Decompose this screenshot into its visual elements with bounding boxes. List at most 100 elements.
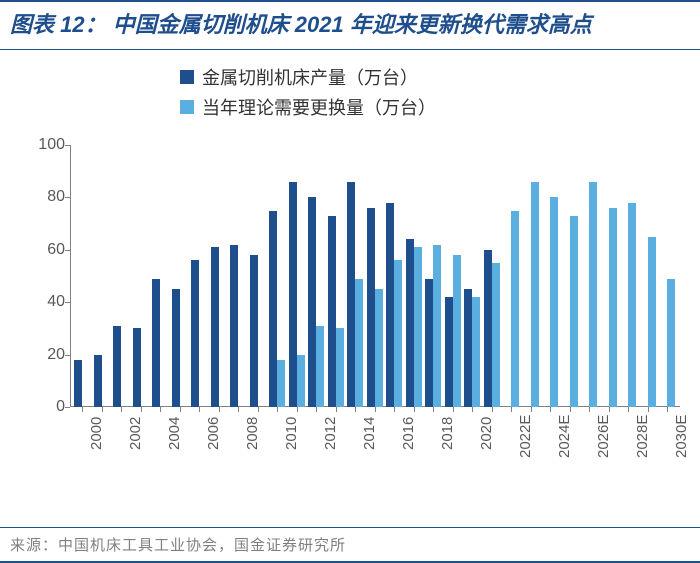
x-tick-label: 2010 (283, 417, 300, 450)
bar-series2 (589, 182, 597, 407)
bar-series1 (308, 197, 316, 407)
bar-series2 (648, 237, 656, 407)
x-tick-label: 2022E (517, 415, 534, 458)
y-tick-label: 20 (30, 346, 65, 364)
bar-series2 (355, 279, 363, 407)
bar-series2 (511, 211, 519, 408)
source-block: 来源：中国机床工具工业协会，国金证券研究所 (0, 527, 700, 563)
x-tick-mark (355, 407, 356, 412)
bar-series2 (336, 328, 344, 407)
legend-swatch (180, 100, 194, 114)
x-tick-mark (82, 407, 83, 412)
bar-series2 (667, 279, 675, 407)
x-tick-label: 2000 (88, 417, 105, 450)
y-tick-label: 40 (30, 293, 65, 311)
bar-series1 (367, 208, 375, 407)
bar-series1 (347, 182, 355, 407)
y-tick-label: 0 (30, 398, 65, 416)
x-tick-label: 2004 (166, 417, 183, 450)
x-tick-mark (472, 407, 473, 412)
y-tick-mark (65, 407, 70, 408)
bar-series2 (472, 297, 480, 407)
bar-series2 (570, 216, 578, 407)
x-tick-label: 2002 (127, 417, 144, 450)
bar-series2 (375, 289, 383, 407)
y-tick-label: 60 (30, 241, 65, 259)
legend-label: 金属切削机床产量（万台） (202, 64, 418, 90)
x-tick-label: 2014 (361, 417, 378, 450)
bar-series2 (453, 255, 461, 407)
y-tick-label: 100 (30, 136, 65, 154)
x-tick-mark (648, 407, 649, 412)
chart-area: 金属切削机床产量（万台） 当年理论需要更换量（万台） 020406080100 2… (0, 50, 700, 480)
legend-item: 当年理论需要更换量（万台） (180, 94, 436, 120)
bar-series1 (94, 355, 102, 407)
x-tick-mark (667, 407, 668, 412)
x-tick-mark (199, 407, 200, 412)
x-tick-mark (375, 407, 376, 412)
bar-series2 (531, 182, 539, 407)
bar-series1 (269, 211, 277, 408)
bar-series2 (277, 360, 285, 407)
x-tick-mark (102, 407, 103, 412)
x-tick-mark (453, 407, 454, 412)
bar-series2 (609, 208, 617, 407)
bar-series1 (172, 289, 180, 407)
x-tick-mark (492, 407, 493, 412)
x-tick-mark (550, 407, 551, 412)
source-text: 来源：中国机床工具工业协会，国金证券研究所 (10, 534, 690, 555)
x-tick-label: 2028E (634, 415, 651, 458)
bar-series2 (433, 245, 441, 407)
x-axis-labels: 2000 2002 2004 2006 2008 2010 2012 2014 2016 2018… (70, 412, 680, 472)
x-tick-mark (160, 407, 161, 412)
bar-series1 (406, 239, 414, 407)
bar-series2 (394, 260, 402, 407)
bar-series2 (414, 247, 422, 407)
bar-series2 (628, 203, 636, 407)
x-tick-mark (433, 407, 434, 412)
x-tick-mark (297, 407, 298, 412)
x-tick-label: 2012 (322, 417, 339, 450)
chart-title-block: 图表 12： 中国金属切削机床 2021 年迎来更新换代需求高点 (0, 0, 700, 50)
chart-title: 图表 12： 中国金属切削机床 2021 年迎来更新换代需求高点 (10, 8, 690, 41)
x-tick-label: 2016 (400, 417, 417, 450)
x-tick-mark (394, 407, 395, 412)
x-tick-mark (219, 407, 220, 412)
bar-series1 (133, 328, 141, 407)
bar-series1 (230, 245, 238, 407)
bar-series1 (328, 216, 336, 407)
x-tick-mark (180, 407, 181, 412)
bar-series2 (492, 263, 500, 407)
x-tick-mark (628, 407, 629, 412)
bar-series2 (297, 355, 305, 407)
x-tick-mark (609, 407, 610, 412)
x-tick-mark (121, 407, 122, 412)
legend-item: 金属切削机床产量（万台） (180, 64, 436, 90)
bar-series1 (484, 250, 492, 407)
x-tick-mark (277, 407, 278, 412)
bar-series1 (445, 297, 453, 407)
x-tick-label: 2026E (595, 415, 612, 458)
bar-series1 (191, 260, 199, 407)
x-tick-mark (141, 407, 142, 412)
bar-series1 (211, 247, 219, 407)
bar-series1 (425, 279, 433, 407)
bar-series2 (316, 326, 324, 407)
bar-series2 (550, 197, 558, 407)
x-tick-label: 2018 (439, 417, 456, 450)
bar-series1 (113, 326, 121, 407)
x-tick-mark (531, 407, 532, 412)
x-tick-label: 2008 (244, 417, 261, 450)
bar-series1 (250, 255, 258, 407)
x-tick-mark (414, 407, 415, 412)
x-tick-label: 2006 (205, 417, 222, 450)
x-tick-mark (511, 407, 512, 412)
x-tick-mark (570, 407, 571, 412)
bars-container (70, 145, 680, 407)
x-tick-mark (316, 407, 317, 412)
bar-series1 (74, 360, 82, 407)
bar-series1 (386, 203, 394, 407)
plot-area: 020406080100 (70, 145, 680, 407)
x-tick-mark (258, 407, 259, 412)
x-tick-mark (336, 407, 337, 412)
